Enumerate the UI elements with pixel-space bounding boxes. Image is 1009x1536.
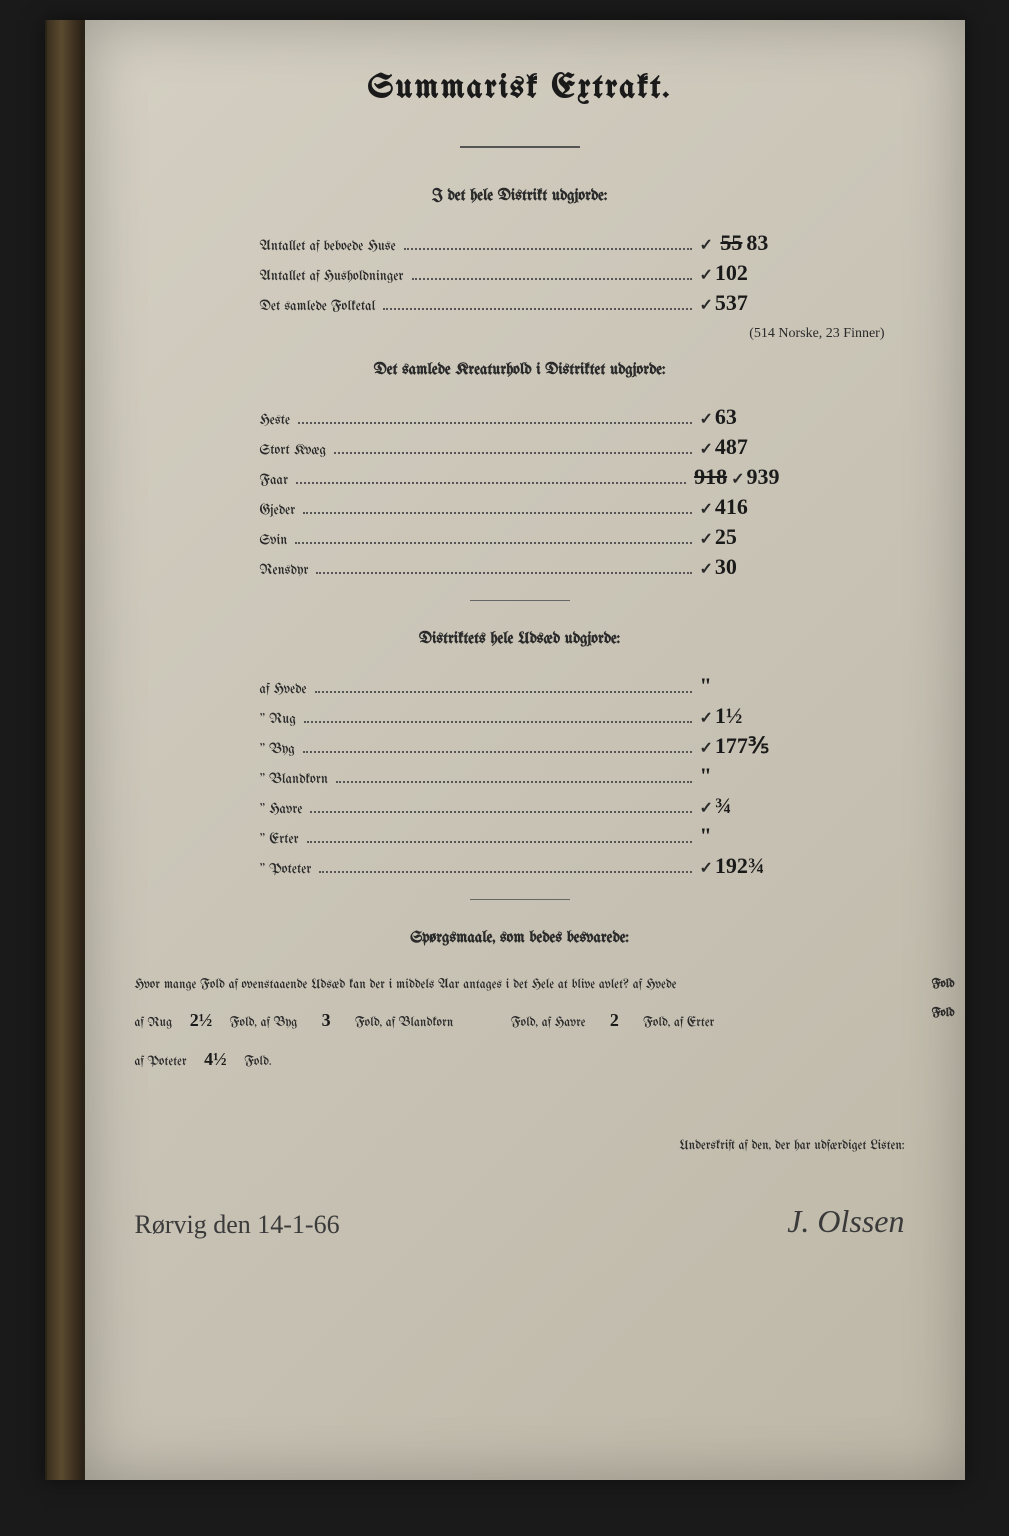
value: 1½ xyxy=(700,703,780,729)
margin-fold: Fold xyxy=(932,972,955,998)
question-intro: Hvor mange Fold af ovenstaaende Udsæd ka… xyxy=(135,979,677,992)
leader-dots xyxy=(336,781,692,783)
leader-dots xyxy=(316,572,691,574)
q-mixed-suffix: Fold, af Havre xyxy=(511,1017,586,1030)
value: ¾ xyxy=(700,793,780,819)
leader-dots xyxy=(307,841,692,843)
row-pigs: Svin 25 xyxy=(260,524,780,550)
leader-dots xyxy=(334,452,691,454)
leader-dots xyxy=(383,308,691,310)
census-page: Summarisk Extrakt. I det hele Distrikt u… xyxy=(45,20,965,1480)
row-reindeer: Rensdyr 30 xyxy=(260,554,780,580)
row-sheep: Faar 918939 xyxy=(260,464,780,490)
signature-label: Underskrift af den, der har udfærdiget L… xyxy=(135,1140,905,1153)
row-horses: Heste 63 xyxy=(260,404,780,430)
q-barley-value: 3 xyxy=(301,1001,351,1041)
section2-rows: Heste 63 Stort Kvæg 487 Faar 918939 Gjed… xyxy=(260,404,780,580)
page-title: Summarisk Extrakt. xyxy=(135,70,905,106)
leader-dots xyxy=(303,512,691,514)
label: " Blandkorn xyxy=(260,772,328,787)
value: 487 xyxy=(700,434,780,460)
population-annotation: (514 Norske, 23 Finner) xyxy=(135,326,885,342)
label: Antallet af beboede Huse xyxy=(260,239,396,254)
q-oats-suffix: Fold, af Erter xyxy=(643,1017,714,1030)
row-goats: Gjeder 416 xyxy=(260,494,780,520)
q-rye-value: 2½ xyxy=(176,1001,226,1041)
value: 177⅗ xyxy=(700,733,780,759)
section3-rows: af Hvede " " Rug 1½ " Byg 177⅗ " Blandko… xyxy=(260,673,780,879)
value: " xyxy=(700,673,780,699)
row-cattle: Stort Kvæg 487 xyxy=(260,434,780,460)
divider xyxy=(470,899,570,900)
row-oats: " Havre ¾ xyxy=(260,793,780,819)
questions-paragraph: Hvor mange Fold af ovenstaaende Udsæd ka… xyxy=(135,972,905,1080)
label: Faar xyxy=(260,473,289,488)
signature-name: J. Olssen xyxy=(787,1203,904,1240)
divider xyxy=(470,600,570,601)
row-wheat: af Hvede " xyxy=(260,673,780,699)
row-potatoes: " Poteter 192¾ xyxy=(260,853,780,879)
section4-heading: Spørgsmaale, som bedes besvarede: xyxy=(135,930,905,947)
row-population: Det samlede Folketal 537 xyxy=(260,290,780,316)
q-rye-suffix: Fold, af Byg xyxy=(230,1017,298,1030)
q-potatoes-value: 4½ xyxy=(190,1040,240,1080)
label: Antallet af Husholdninger xyxy=(260,269,404,284)
q-barley-suffix: Fold, af Blandkorn xyxy=(355,1017,453,1030)
label: Rensdyr xyxy=(260,563,309,578)
value: 537 xyxy=(700,290,780,316)
value: " xyxy=(700,763,780,789)
label: " Poteter xyxy=(260,862,312,877)
label: " Havre xyxy=(260,802,303,817)
leader-dots xyxy=(298,422,691,424)
leader-dots xyxy=(315,691,692,693)
leader-dots xyxy=(412,278,692,280)
leader-dots xyxy=(404,248,692,250)
label: " Erter xyxy=(260,832,299,847)
leader-dots xyxy=(295,542,691,544)
margin-fold-2: Fold xyxy=(932,1001,955,1027)
value: 30 xyxy=(700,554,780,580)
label: " Rug xyxy=(260,712,296,727)
place-date: Rørvig den 14-1-66 xyxy=(135,1210,340,1240)
row-houses: Antallet af beboede Huse 5583 xyxy=(260,230,780,256)
section1-rows: Antallet af beboede Huse 5583 Antallet a… xyxy=(260,230,780,316)
q-oats-value: 2 xyxy=(589,1001,639,1041)
q-rye-prefix: af Rug xyxy=(135,1017,173,1030)
label: Gjeder xyxy=(260,503,296,518)
leader-dots xyxy=(304,721,692,723)
row-mixed-grain: " Blandkorn " xyxy=(260,763,780,789)
value: 63 xyxy=(700,404,780,430)
q-potatoes-suffix: Fold. xyxy=(244,1056,271,1069)
value: 192¾ xyxy=(700,853,780,879)
label: af Hvede xyxy=(260,682,307,697)
value: 416 xyxy=(700,494,780,520)
row-households: Antallet af Husholdninger 102 xyxy=(260,260,780,286)
value: 25 xyxy=(700,524,780,550)
title-rule xyxy=(460,146,580,148)
value: 102 xyxy=(700,260,780,286)
section1-heading: I det hele Distrikt udgjorde: xyxy=(135,188,905,205)
section3-heading: Distriktets hele Udsæd udgjorde: xyxy=(135,631,905,648)
label: Svin xyxy=(260,533,288,548)
leader-dots xyxy=(303,751,692,753)
row-barley: " Byg 177⅗ xyxy=(260,733,780,759)
leader-dots xyxy=(319,871,691,873)
value: 5583 xyxy=(700,230,780,256)
signature-block: Rørvig den 14-1-66 J. Olssen xyxy=(135,1203,905,1240)
row-peas: " Erter " xyxy=(260,823,780,849)
label: Det samlede Folketal xyxy=(260,299,376,314)
leader-dots xyxy=(296,482,686,484)
q-potatoes-prefix: af Poteter xyxy=(135,1056,187,1069)
section2-heading: Det samlede Kreaturhold i Distriktet udg… xyxy=(135,362,905,379)
value: " xyxy=(700,823,780,849)
label: " Byg xyxy=(260,742,295,757)
value: 918939 xyxy=(694,464,779,490)
label: Heste xyxy=(260,413,291,428)
row-rye: " Rug 1½ xyxy=(260,703,780,729)
label: Stort Kvæg xyxy=(260,443,327,458)
leader-dots xyxy=(310,811,691,813)
